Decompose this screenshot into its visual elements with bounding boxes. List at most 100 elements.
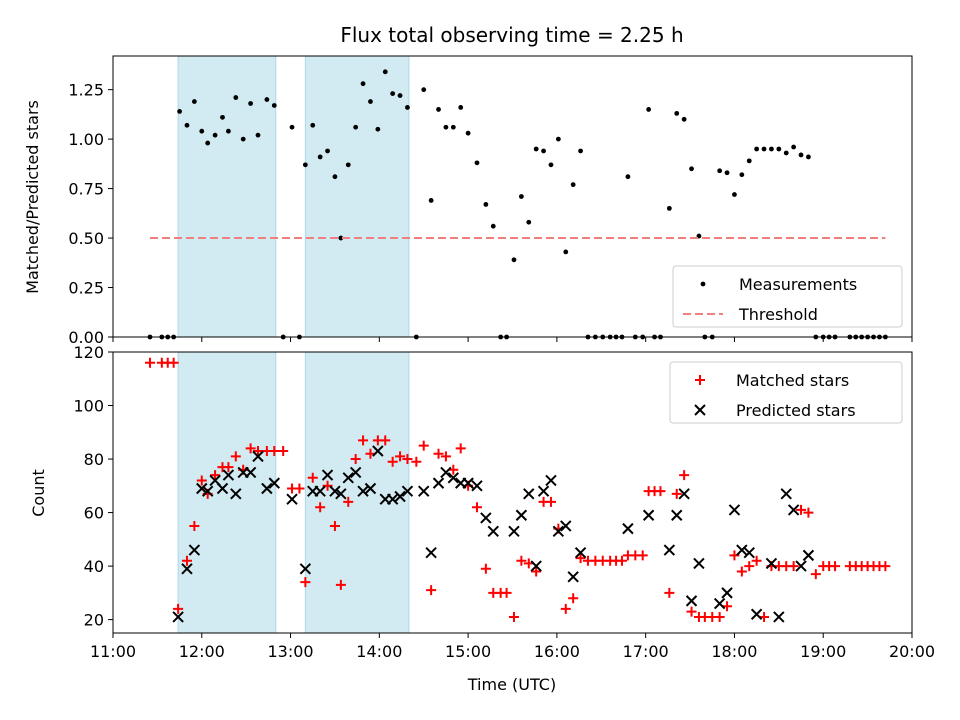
measurements-point: [443, 124, 449, 130]
matched-stars-point: [253, 446, 264, 457]
measurements-point: [199, 128, 205, 134]
predicted-stars-point: [299, 563, 312, 575]
predicted-stars-series: [172, 445, 815, 623]
predicted-stars-point: [425, 547, 437, 559]
matched-stars-point: [501, 587, 512, 598]
matched-stars-point: [744, 561, 755, 572]
measurements-point: [289, 124, 295, 130]
measurements-point: [405, 105, 410, 110]
x-tick-label: 13:00: [268, 642, 314, 661]
measurements-point: [674, 110, 680, 116]
measurements-series: [147, 69, 888, 340]
predicted-stars-point: [357, 485, 369, 497]
measurements-point: [191, 99, 197, 104]
predicted-stars-point: [480, 512, 492, 524]
measurements-point: [783, 150, 789, 156]
predicted-stars-point: [750, 608, 763, 620]
measurements-point: [353, 124, 359, 130]
matched-stars-point: [418, 440, 429, 451]
predicted-stars-point: [394, 490, 406, 503]
measurements-point: [240, 136, 246, 142]
y-tick-label: 0.50: [68, 229, 104, 248]
matched-stars-point: [395, 451, 406, 462]
y-tick-label: 0.75: [68, 180, 104, 199]
predicted-stars-point: [743, 547, 755, 559]
measurements-point: [375, 126, 381, 132]
measurements-point: [798, 152, 804, 158]
measurements-point: [368, 99, 373, 104]
matched-stars-point: [531, 566, 542, 577]
matched-stars-point: [245, 443, 256, 454]
measurements-point: [474, 160, 480, 166]
x-axis-label: Time (UTC): [467, 675, 556, 694]
predicted-stars-point: [401, 485, 414, 497]
matched-stars-point: [350, 454, 361, 465]
measurements-point: [689, 166, 694, 172]
y-tick-label: 100: [73, 397, 104, 416]
bottom-plot-frame: [112, 351, 913, 634]
legend-label: Measurements: [739, 275, 857, 294]
predicted-stars-point: [523, 488, 535, 500]
predicted-stars-point: [515, 509, 528, 521]
measurements-point: [465, 130, 471, 136]
predicted-stars-point: [314, 485, 326, 497]
predicted-stars-point: [802, 549, 815, 562]
predicted-stars-point: [567, 571, 579, 583]
measurements-point: [233, 95, 239, 100]
measurements-point: [791, 144, 797, 150]
matched-stars-point: [329, 520, 340, 531]
predicted-stars-point: [252, 450, 264, 463]
predicted-stars-point: [693, 557, 705, 570]
x-tick-label: 11:00: [90, 642, 136, 661]
measurements-point: [732, 192, 737, 197]
matched-stars-point: [664, 587, 675, 598]
matched-stars-point: [411, 456, 422, 467]
matched-stars-point: [223, 462, 234, 473]
measurements-point: [458, 105, 464, 110]
matched-stars-point: [575, 553, 586, 564]
matched-stars-point: [679, 470, 690, 481]
matched-stars-point: [315, 502, 326, 513]
measurements-point: [776, 146, 782, 152]
predicted-stars-point: [188, 544, 201, 556]
matched-stars-point: [455, 443, 466, 454]
measurements-point: [526, 219, 532, 225]
predicted-stars-point: [678, 488, 690, 500]
predicted-stars-point: [663, 544, 676, 556]
measurements-point: [177, 109, 182, 114]
x-tick-label: 20:00: [889, 642, 935, 661]
measurements-point: [739, 172, 745, 178]
predicted-stars-point: [201, 485, 214, 497]
predicted-stars-point: [728, 504, 741, 516]
measurements-point: [555, 136, 561, 142]
measurements-point: [436, 107, 441, 112]
measurements-point: [681, 116, 687, 122]
predicted-stars-point: [447, 472, 460, 484]
matched-stars-point: [335, 579, 346, 590]
measurements-point: [302, 162, 308, 168]
x-tick-label: 18:00: [711, 642, 757, 661]
y-tick-label: 0.00: [68, 328, 104, 347]
predicted-stars-point: [181, 563, 193, 575]
measurements-point: [625, 174, 631, 180]
measurements-point: [490, 223, 496, 229]
matched-stars-point: [560, 603, 571, 614]
matched-stars-point: [440, 451, 451, 462]
matched-stars-point: [471, 502, 482, 513]
matched-stars-point: [380, 435, 391, 446]
y-tick-label: 60: [84, 504, 104, 523]
matched-stars-point: [568, 593, 579, 604]
predicted-stars-point: [196, 482, 208, 495]
predicted-stars-point: [321, 469, 334, 481]
y-tick-label: 0.25: [68, 279, 104, 298]
measurements-point: [184, 122, 190, 128]
measurements-point: [570, 182, 576, 188]
bottom-y-axis-label: Count: [29, 469, 48, 517]
measurements-point: [220, 114, 225, 120]
predicted-stars-point: [642, 509, 655, 521]
x-tick-label: 16:00: [534, 642, 580, 661]
predicted-stars-point: [773, 611, 785, 623]
measurements-point: [724, 170, 730, 176]
matched-stars-point: [278, 446, 289, 457]
